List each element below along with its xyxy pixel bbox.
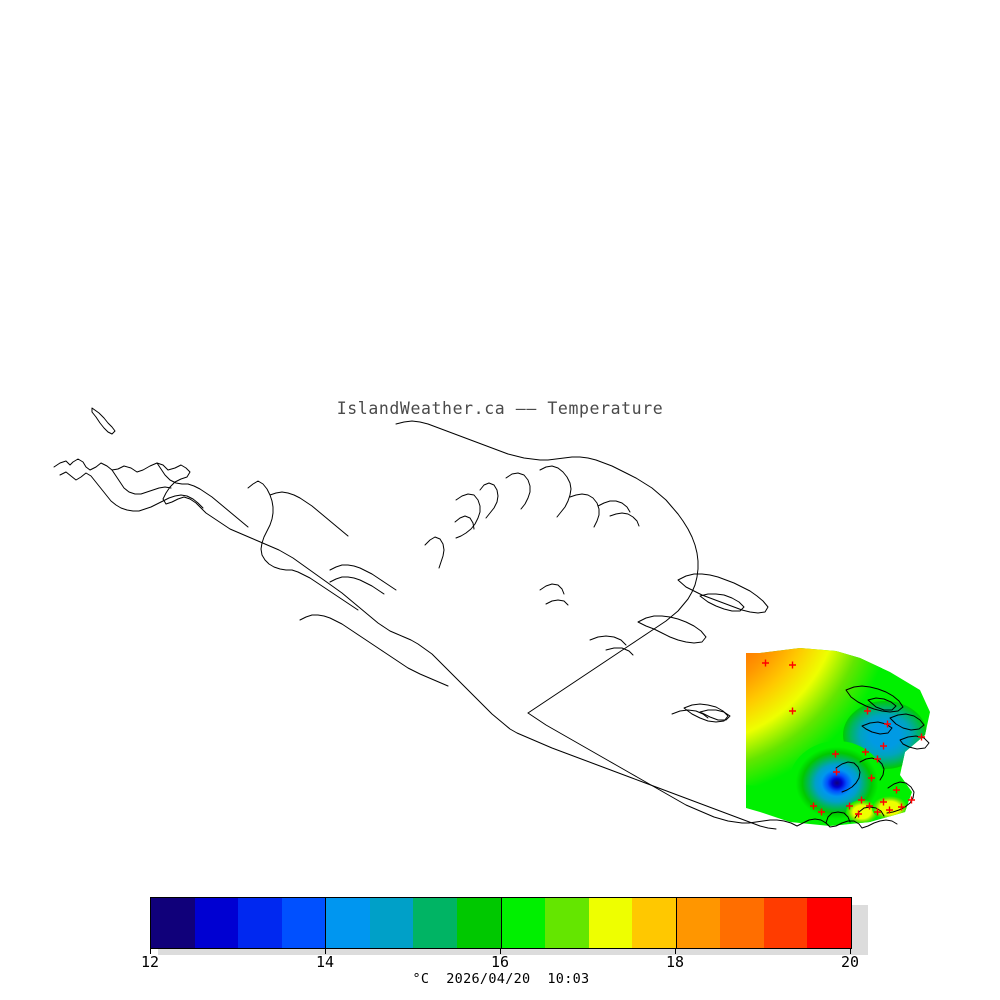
plus-marker	[789, 661, 796, 669]
colorbar-band-14	[763, 898, 808, 948]
colorbar-band-1	[194, 898, 239, 948]
plus-marker	[862, 748, 869, 756]
colorbar-tick-12	[150, 948, 151, 954]
plus-marker	[855, 810, 862, 818]
colorbar-tick-label-18: 18	[666, 953, 685, 971]
colorbar-band-9	[545, 898, 589, 948]
colorbar-tick-14	[325, 948, 326, 954]
plus-marker	[810, 802, 817, 810]
colorbar-band-10	[588, 898, 633, 948]
plus-marker	[880, 798, 887, 806]
colorbar-band-11	[632, 898, 677, 948]
station-marker-layer	[762, 659, 925, 818]
colorbar-band-15	[807, 898, 851, 948]
plus-marker	[908, 796, 915, 804]
colorbar-caption: °C 2026/04/20 10:03	[412, 971, 590, 987]
colorbar-tick-label-14: 14	[316, 953, 335, 971]
plus-marker	[874, 755, 881, 763]
plus-marker	[832, 750, 839, 758]
colorbar-tick-20	[850, 948, 851, 954]
colorbar-band-4	[326, 898, 370, 948]
plus-marker	[789, 707, 796, 715]
plus-marker	[918, 733, 925, 741]
colorbar-band-5	[369, 898, 414, 948]
colorbar-band-0	[151, 898, 195, 948]
colorbar-band-3	[281, 898, 327, 948]
colorbar-swatches	[150, 897, 852, 949]
colorbar-tick-label-16: 16	[491, 953, 510, 971]
plus-marker	[868, 774, 875, 782]
plus-marker	[898, 803, 905, 811]
colorbar-tick-18	[675, 948, 676, 954]
page-title: IslandWeather.ca —— Temperature	[336, 399, 664, 418]
plus-marker	[833, 768, 840, 776]
plus-marker	[884, 720, 891, 728]
colorbar-band-7	[456, 898, 502, 948]
plus-marker	[880, 742, 887, 750]
plus-marker	[762, 659, 769, 667]
colorbar-band-6	[413, 898, 457, 948]
colorbar-tick-labels: 12 14 16 18 20	[141, 953, 859, 971]
plus-marker	[893, 786, 900, 794]
plus-marker	[846, 802, 853, 810]
colorbar-tick-16	[500, 948, 501, 954]
colorbar-band-13	[720, 898, 764, 948]
plus-marker	[864, 707, 871, 715]
colorbar-band-2	[238, 898, 282, 948]
colorbar-tick-label-20: 20	[841, 953, 860, 971]
plus-marker	[886, 806, 893, 814]
colorbar-tick-label-12: 12	[141, 953, 160, 971]
plus-marker	[818, 808, 825, 816]
plus-marker	[858, 796, 865, 804]
plus-marker	[874, 808, 881, 816]
temperature-contour-field	[746, 648, 930, 826]
colorbar-tickmarks	[150, 948, 852, 954]
plus-marker	[866, 802, 873, 810]
colorbar-band-12	[676, 898, 721, 948]
colorbar-band-8	[501, 898, 546, 948]
